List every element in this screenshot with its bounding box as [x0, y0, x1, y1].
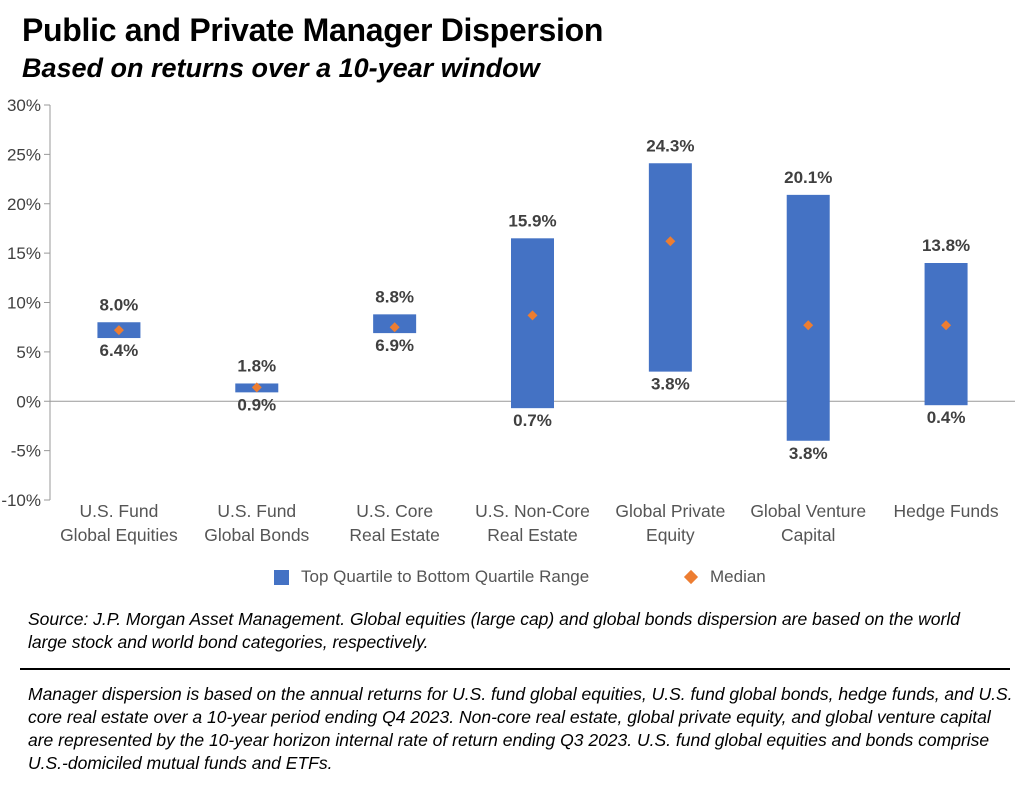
- dispersion-chart: 30% 25% 20% 15% 10% 5% 0% -5% -10% 8.0% 6.4% U.S. F…: [1, 96, 1015, 545]
- median-marker: [941, 320, 952, 331]
- legend-range-swatch: [274, 569, 289, 585]
- category-label: Global Private: [615, 501, 725, 521]
- category-label: Global Equities: [60, 525, 178, 545]
- source-note: Source: J.P. Morgan Asset Management. Gl…: [28, 609, 960, 652]
- top-value-label: 8.8%: [375, 287, 414, 306]
- category-label: Global Venture: [750, 501, 866, 521]
- bottom-value-label: 0.9%: [237, 395, 276, 414]
- legend-item-range: Top Quartile to Bottom Quartile Range: [274, 567, 589, 587]
- top-value-label: 1.8%: [237, 356, 276, 375]
- y-axis-tick-label: 20%: [7, 195, 41, 214]
- legend-item-median: Median: [683, 567, 766, 587]
- top-value-label: 13.8%: [922, 236, 970, 255]
- methodology-footnote: Manager dispersion is based on the annua…: [28, 684, 1013, 773]
- y-axis-tick-label: -5%: [11, 442, 41, 461]
- category-label: U.S. Non-Core: [475, 501, 590, 521]
- y-axis-tick-label: 0%: [16, 392, 41, 411]
- median-marker: [665, 236, 676, 247]
- y-axis-tick-label: -10%: [1, 491, 41, 510]
- bottom-value-label: 0.7%: [513, 411, 552, 430]
- divider-line: [20, 668, 1010, 670]
- category-label: Equity: [646, 525, 695, 545]
- median-marker: [113, 325, 124, 336]
- legend-median-label: Median: [710, 567, 766, 586]
- top-value-label: 20.1%: [784, 168, 832, 187]
- range-bar: [648, 163, 692, 372]
- range-bar: [511, 238, 554, 409]
- category-label: U.S. Fund: [217, 501, 296, 521]
- y-axis-tick-label: 25%: [7, 145, 41, 164]
- y-axis-tick-label: 30%: [7, 96, 41, 115]
- y-axis-tick-label: 5%: [16, 343, 41, 362]
- category-label: Hedge Funds: [894, 501, 999, 521]
- y-axis-tick-label: 10%: [7, 294, 41, 313]
- median-marker: [251, 382, 262, 393]
- median-marker: [389, 322, 400, 333]
- top-value-label: 8.0%: [100, 295, 139, 314]
- y-axis-tick-label: 15%: [7, 244, 41, 263]
- category-label: Real Estate: [349, 525, 439, 545]
- top-value-label: 24.3%: [646, 136, 694, 155]
- chart-title: Public and Private Manager Dispersion: [22, 12, 604, 48]
- bottom-value-label: 6.9%: [375, 336, 414, 355]
- bottom-value-label: 3.8%: [789, 444, 828, 463]
- bottom-value-label: 0.4%: [927, 408, 966, 427]
- chart-subtitle: Based on returns over a 10-year window: [22, 53, 540, 83]
- category-label: Capital: [781, 525, 835, 545]
- range-bar: [786, 194, 830, 441]
- category-label: Real Estate: [487, 525, 577, 545]
- category-label: Global Bonds: [204, 525, 309, 545]
- median-marker: [527, 310, 538, 321]
- bottom-value-label: 3.8%: [651, 375, 690, 394]
- category-label: U.S. Core: [356, 501, 433, 521]
- median-marker: [803, 320, 814, 331]
- legend-range-label: Top Quartile to Bottom Quartile Range: [301, 567, 590, 586]
- legend-median-diamond-icon: [683, 569, 699, 585]
- range-bar: [924, 263, 968, 406]
- chart-legend: Top Quartile to Bottom Quartile Range Me…: [0, 567, 1021, 591]
- top-value-label: 15.9%: [508, 211, 556, 230]
- bottom-value-label: 6.4%: [100, 341, 139, 360]
- category-label: U.S. Fund: [80, 501, 159, 521]
